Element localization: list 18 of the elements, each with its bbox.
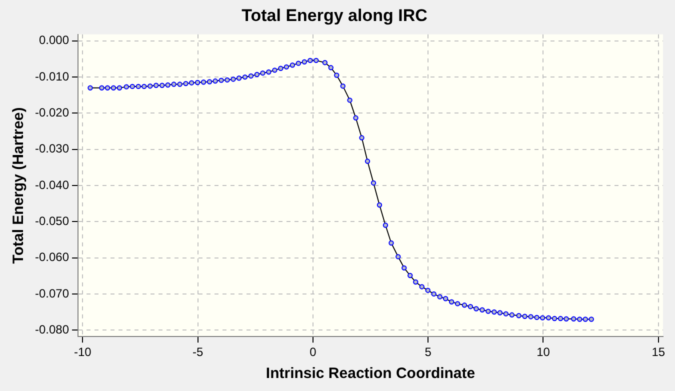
y-axis-title: Total Energy (Hartree) [10, 107, 28, 264]
x-tick-label: -10 [74, 345, 92, 360]
y-tick-label: -0.010 [34, 69, 70, 84]
chart-title: Total Energy along IRC [242, 6, 428, 25]
x-tick-label: 10 [536, 345, 550, 360]
x-tick-label: 5 [424, 345, 432, 360]
y-tick-label: -0.030 [34, 142, 70, 156]
x-axis-title: Intrinsic Reaction Coordinate [266, 365, 476, 382]
y-tick-label: 0.000 [38, 33, 70, 48]
y-tick-label: -0.050 [34, 214, 70, 228]
y-tick-label: -0.020 [34, 106, 70, 120]
x-tick-label: -5 [192, 345, 204, 360]
y-tick-label: -0.060 [34, 250, 70, 264]
y-tick-label: -0.070 [34, 286, 70, 300]
y-tick-label: -0.080 [34, 322, 70, 336]
x-tick-label: 0 [310, 345, 317, 360]
y-tick-label: -0.040 [34, 178, 70, 192]
x-tick-label: 15 [652, 345, 666, 360]
